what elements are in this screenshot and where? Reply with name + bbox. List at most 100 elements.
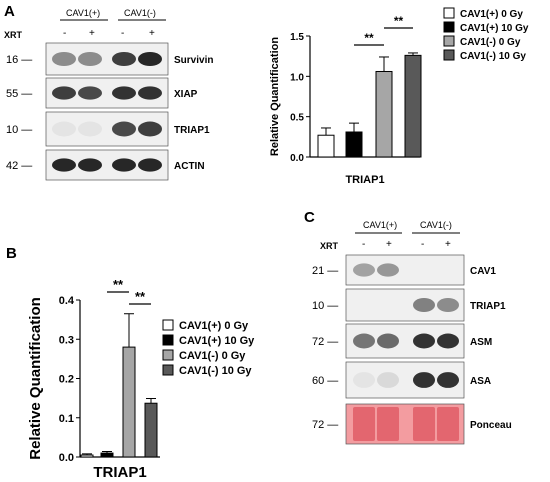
panel-label-c: C: [304, 209, 315, 226]
western-blot-c: CAV1(+) CAV1(-) XRT - + - + 21 — CAV1 10 —…: [312, 220, 512, 445]
blot-band: [377, 333, 399, 349]
y-tick-label: 0.3: [59, 334, 74, 346]
blot-band: [78, 158, 102, 172]
significance-marker: **: [394, 14, 404, 28]
blot-band: [112, 121, 136, 137]
blot-band: [138, 121, 162, 137]
y-tick-label: 0.2: [59, 374, 74, 386]
blot-band: [353, 263, 375, 277]
y-tick-label: 0.1: [59, 413, 74, 425]
blot-row-label: ASM: [470, 337, 492, 348]
blot-band: [78, 86, 102, 100]
blot-band: [377, 372, 399, 388]
y-axis-label: Relative Quantification: [269, 37, 281, 156]
legend-swatch: [443, 35, 455, 47]
y-tick-label: 1.0: [290, 72, 304, 83]
blot-row-label: ACTIN: [174, 161, 205, 172]
mw-marker: 72 —: [312, 419, 338, 431]
mw-marker: 72 —: [312, 336, 338, 348]
mw-marker: 42 —: [6, 160, 32, 172]
blot-row-label: TRIAP1: [470, 301, 506, 312]
legend-swatch: [162, 349, 174, 361]
mw-marker: 60 —: [312, 375, 338, 387]
bar: [345, 131, 363, 158]
y-tick-label: 0.0: [59, 452, 74, 464]
western-blot-a: CAV1(+) CAV1(-) XRT - + - + 16 — Survivin…: [4, 8, 213, 181]
legend-label: CAV1(-) 10 Gy: [179, 365, 252, 377]
blot-band: [52, 158, 76, 172]
xrt-label: XRT: [320, 241, 339, 251]
legend-swatch: [162, 334, 174, 346]
legend-label: CAV1(-) 10 Gy: [460, 51, 526, 62]
ponceau-stain: [353, 407, 375, 441]
legend-label: CAV1(+) 0 Gy: [460, 9, 523, 20]
x-axis-label: TRIAP1: [345, 174, 384, 186]
xrt-mark-2: +: [89, 28, 95, 39]
y-tick-label: 1.5: [290, 32, 304, 43]
bar: [122, 346, 136, 458]
bar: [100, 452, 114, 458]
bar: [375, 70, 393, 158]
blot-band: [437, 297, 459, 313]
y-tick-label: 0.5: [290, 113, 304, 124]
bar-chart-b: 0.0 0.1 0.2 0.3 0.4 Relative Quantification TR…: [27, 277, 255, 481]
legend-label: CAV1(-) 0 Gy: [460, 37, 521, 48]
xrt-label: XRT: [4, 30, 23, 40]
xrt-mark-3: -: [421, 239, 424, 250]
blot-band: [52, 51, 76, 67]
blot-band: [52, 86, 76, 100]
xrt-mark-1: -: [362, 239, 365, 250]
bar: [144, 402, 158, 458]
group-label-cav1-neg: CAV1(-): [124, 8, 156, 18]
legend-swatch: [443, 49, 455, 61]
blot-band: [112, 158, 136, 172]
blot-band: [377, 263, 399, 277]
xrt-mark-2: +: [386, 239, 392, 250]
bar: [317, 134, 335, 158]
xrt-mark-1: -: [63, 28, 66, 39]
legend-swatch: [443, 7, 455, 19]
legend-label: CAV1(+) 0 Gy: [179, 320, 249, 332]
ponceau-stain: [377, 407, 399, 441]
blot-band: [78, 51, 102, 67]
blot-band: [413, 297, 435, 313]
legend-swatch: [443, 21, 455, 33]
blot-row-label: XIAP: [174, 89, 198, 100]
significance-marker: **: [135, 289, 146, 304]
legend-label: CAV1(-) 0 Gy: [179, 350, 246, 362]
xrt-mark-4: +: [149, 28, 155, 39]
significance-marker: **: [113, 277, 124, 292]
blot-strip: [345, 288, 465, 322]
blot-row-label: Ponceau: [470, 420, 512, 431]
blot-row-label: CAV1: [470, 266, 496, 277]
blot-band: [413, 372, 435, 388]
blot-band: [112, 51, 136, 67]
blot-band: [138, 51, 162, 67]
mw-marker: 21 —: [312, 265, 338, 277]
blot-row-label: TRIAP1: [174, 125, 210, 136]
blot-row-label: Survivin: [174, 55, 213, 66]
blot-band: [437, 372, 459, 388]
xrt-mark-4: +: [445, 239, 451, 250]
blot-band: [112, 86, 136, 100]
legend-swatch: [162, 319, 174, 331]
blot-band: [353, 333, 375, 349]
mw-marker: 10 —: [6, 124, 32, 136]
blot-row-label: ASA: [470, 376, 491, 387]
ponceau-stain: [413, 407, 435, 441]
legend-label: CAV1(+) 10 Gy: [460, 23, 529, 34]
y-tick-label: 0.0: [290, 153, 304, 164]
blot-band: [353, 372, 375, 388]
mw-marker: 16 —: [6, 54, 32, 66]
x-axis-label: TRIAP1: [93, 464, 146, 481]
blot-band: [138, 86, 162, 100]
significance-marker: **: [364, 31, 374, 45]
blot-band: [413, 333, 435, 349]
mw-marker: 10 —: [312, 300, 338, 312]
panel-label-a: A: [4, 3, 15, 20]
ponceau-stain: [437, 407, 459, 441]
mw-marker: 55 —: [6, 88, 32, 100]
xrt-mark-3: -: [121, 28, 124, 39]
y-axis-label: Relative Quantification: [27, 297, 44, 460]
